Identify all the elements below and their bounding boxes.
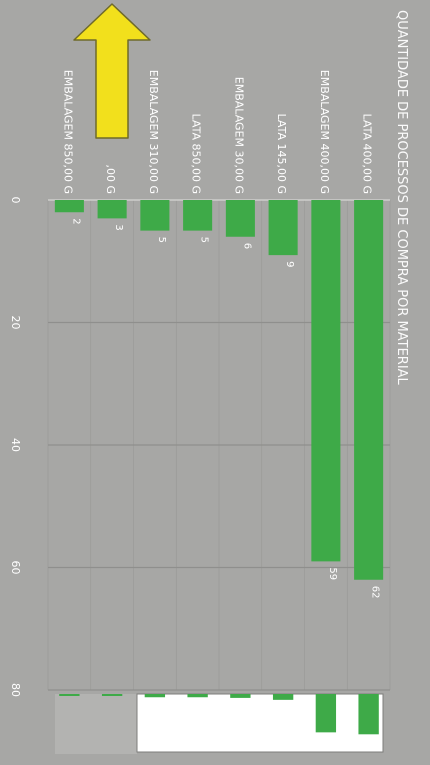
bar xyxy=(183,200,213,231)
data-label: 2 xyxy=(70,218,81,224)
data-label: 9 xyxy=(284,261,295,267)
secondary-panel-shade xyxy=(55,694,137,754)
up-arrow-shape xyxy=(73,3,151,139)
bar xyxy=(311,200,341,562)
bar xyxy=(268,200,298,256)
tick-label: 80 xyxy=(9,683,22,697)
secondary-bar xyxy=(315,694,337,733)
category-label: EMBALAGEM 30,00 G xyxy=(232,77,245,194)
secondary-bar xyxy=(358,694,379,735)
chart-bars xyxy=(54,200,384,580)
category-label: ,00 G xyxy=(104,164,117,194)
secondary-panel xyxy=(55,693,384,754)
chart-gridlines xyxy=(47,199,391,691)
tick-label: 0 xyxy=(9,197,22,204)
data-label: 5 xyxy=(199,237,210,243)
secondary-bar xyxy=(187,694,208,698)
category-label: EMBALAGEM 850,00 G xyxy=(61,70,74,194)
data-label: 5 xyxy=(156,237,167,243)
data-label: 62 xyxy=(370,586,381,599)
chart-title: QUANTIDADE DE PROCESSOS DE COMPRA POR MA… xyxy=(394,10,409,386)
chart-value-labels: 62 59 9 6 5 5 3 2 xyxy=(70,218,380,598)
category-label: EMBALAGEM 310,00 G xyxy=(147,70,160,194)
secondary-bar xyxy=(230,694,251,698)
secondary-bar xyxy=(59,694,80,696)
category-label: LATA 400,00 G xyxy=(361,114,374,194)
secondary-bar xyxy=(144,694,166,698)
secondary-panel-frame xyxy=(136,693,384,753)
bar xyxy=(54,200,84,213)
bar xyxy=(354,200,384,580)
bar xyxy=(225,200,255,237)
bar xyxy=(97,200,127,219)
up-arrow-icon xyxy=(73,3,151,139)
data-label: 3 xyxy=(113,224,124,230)
tick-label: 60 xyxy=(9,561,22,575)
tick-label: 20 xyxy=(9,316,22,330)
data-label: 59 xyxy=(327,567,338,580)
secondary-bar xyxy=(272,694,294,700)
category-label: EMBALAGEM 400,00 G xyxy=(318,70,331,194)
data-label: 6 xyxy=(241,243,252,249)
chart-category-labels: LATA 400,00 G EMBALAGEM 400,00 G LATA 145,… xyxy=(61,70,373,194)
category-label: LATA 145,00 G xyxy=(275,114,288,194)
chart-tick-labels: 0 20 40 60 80 xyxy=(9,197,22,698)
secondary-bar xyxy=(101,694,123,696)
category-label: LATA 850,00 G xyxy=(190,114,203,194)
bar xyxy=(140,200,170,231)
tick-label: 40 xyxy=(9,438,22,452)
